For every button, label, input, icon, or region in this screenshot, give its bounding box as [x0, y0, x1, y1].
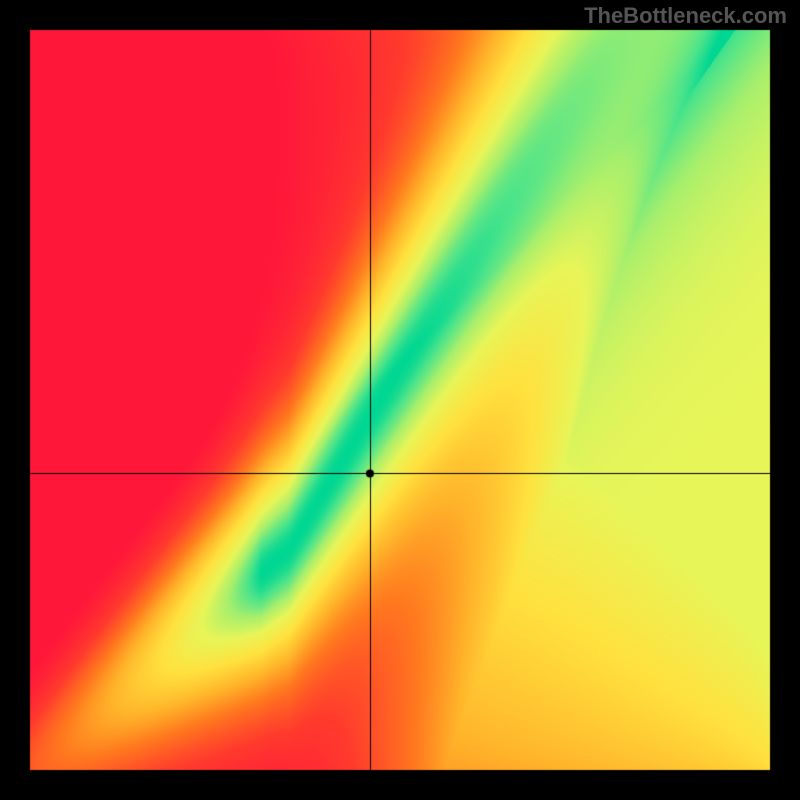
bottleneck-heatmap	[0, 0, 800, 800]
chart-container: TheBottleneck.com	[0, 0, 800, 800]
watermark-text: TheBottleneck.com	[584, 3, 787, 29]
